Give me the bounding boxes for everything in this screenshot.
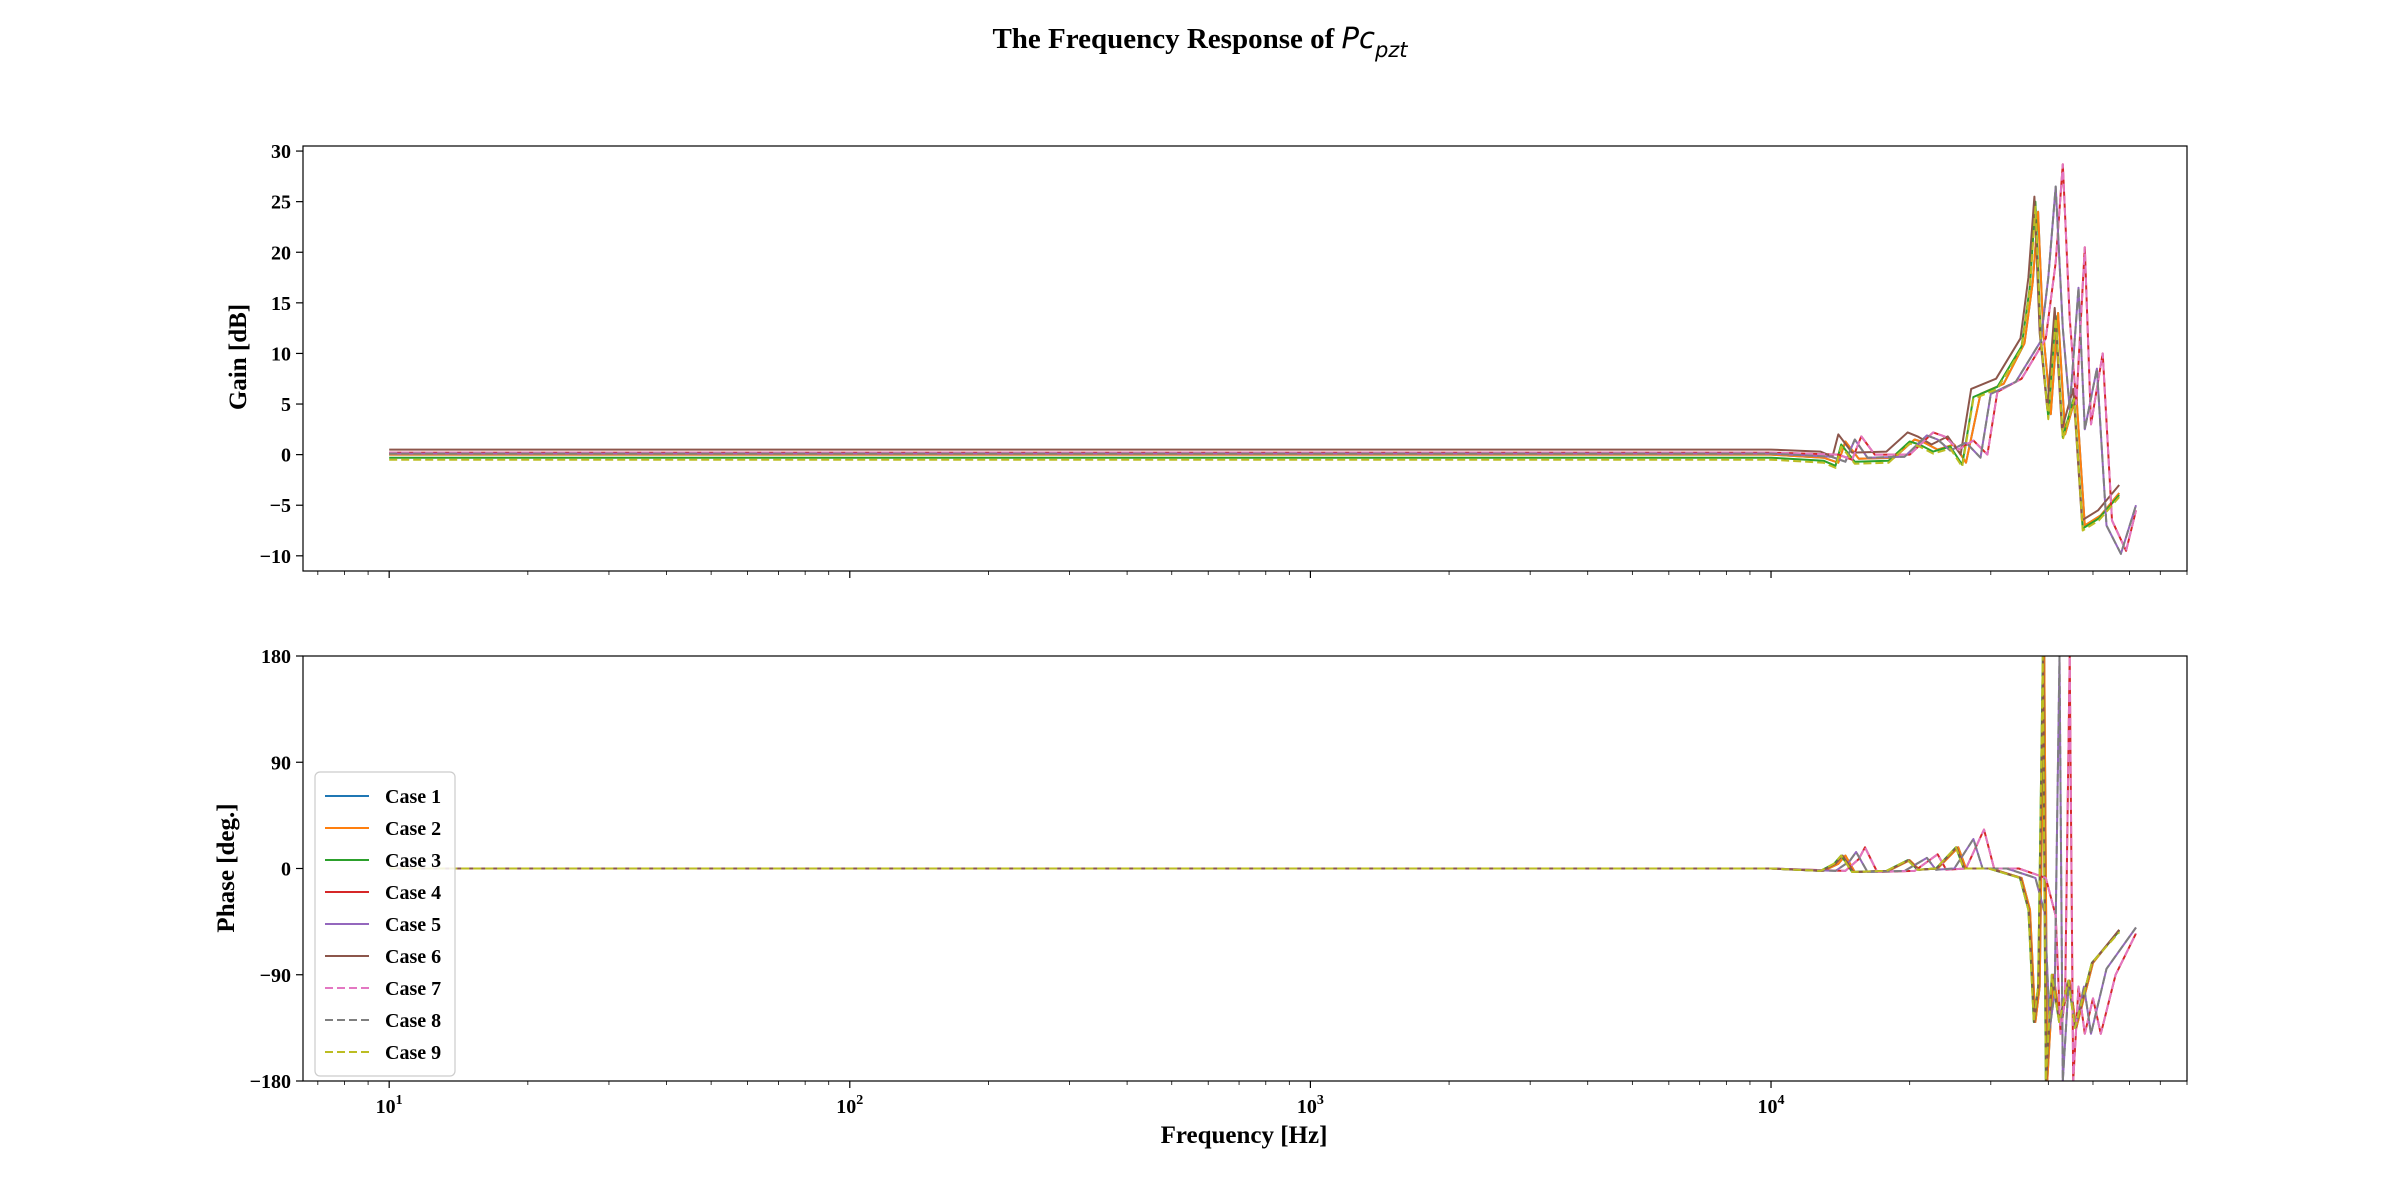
legend-label-case-4: Case 4 [385,882,441,904]
legend-label-case-5: Case 5 [385,914,441,936]
phase-series-case-9 [389,656,2120,1081]
title-math-base: Pc [1342,21,1375,55]
gain-series-case-2 [389,210,2120,527]
phase-series-case-7 [389,656,2137,1081]
legend-label-case-3: Case 3 [385,850,441,872]
phase-series-group [389,656,2137,1081]
legend-label-case-6: Case 6 [385,946,441,968]
gain-ytick-label: 5 [281,394,291,416]
gain-ytick-label: 0 [281,445,291,467]
gain-ylabel: Gain [dB] [225,304,252,410]
gain-series-case-5 [389,185,2137,555]
gain-series-case-9 [389,205,2120,532]
chart-title: The Frequency Response of Pcpzt [992,21,1408,62]
gain-ytick-label: 25 [271,192,291,214]
gain-ytick-label: 15 [271,293,291,315]
legend-label-case-7: Case 7 [385,978,441,1000]
phase-ylabel: Phase [deg.] [213,803,240,932]
gain-ytick-label: −5 [270,495,291,517]
gain-axes: 30 25 20 15 10 5 0 −5 −10 [260,141,2188,578]
legend-label-case-9: Case 9 [385,1042,441,1064]
x-axis-label: Frequency [Hz] [1161,1122,1328,1149]
gain-series-case-4 [389,163,2137,552]
legend-label-case-1: Case 1 [385,786,441,808]
phase-ytick-label: −90 [260,965,291,987]
xtick-label: 101 [376,1093,403,1118]
xtick-label: 102 [836,1093,863,1118]
title-math-subscript: pzt [1374,38,1408,62]
gain-ytick-label: 10 [271,343,291,365]
gain-ytick-label: 30 [271,141,291,163]
xtick-label: 103 [1297,1093,1324,1118]
gain-series-group [389,163,2137,555]
gain-series-case-3 [389,200,2120,530]
gain-plot-frame [302,145,2188,572]
phase-axes: 180 90 0 −90 −180 101 102 103 104 [250,646,2188,1118]
phase-ytick-label: 90 [271,752,291,774]
gain-series-case-1 [389,210,2120,527]
gain-series-case-8 [389,185,2137,555]
gain-ytick-label: 20 [271,242,291,264]
legend-label-case-8: Case 8 [385,1010,441,1032]
legend: Case 1 Case 2 Case 3 Case 4 Case 5 Case 6 Case… [314,771,456,1077]
legend-box [314,771,456,1077]
legend-label-case-2: Case 2 [385,818,441,840]
gain-series-case-7 [389,163,2137,552]
phase-ytick-label: 180 [261,646,291,668]
phase-ytick-label: 0 [281,859,291,881]
gain-ytick-label: −10 [260,546,291,568]
xtick-label: 104 [1758,1093,1785,1118]
gain-series-case-6 [389,195,2120,522]
phase-ytick-label: −180 [250,1071,291,1093]
